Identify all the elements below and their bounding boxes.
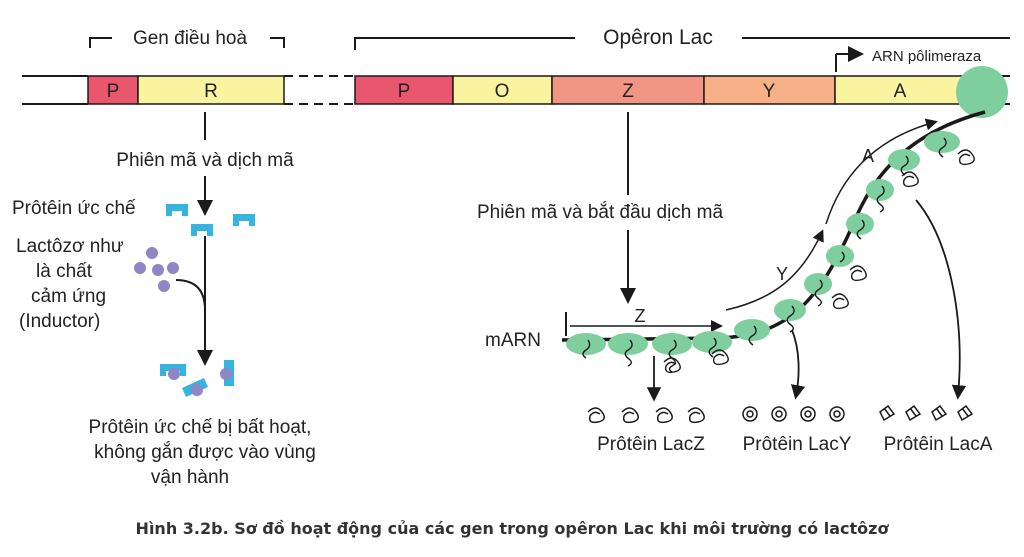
gene-z-segment [551, 75, 705, 105]
protein-lacy-label: Prôtêin LacY [743, 434, 852, 455]
protein-laca-group-icon [879, 404, 974, 422]
inactive-repressor-line1: Prôtêin ức chế bị bất hoạt, [89, 417, 312, 438]
regulator-gene-label: Gen điều hoà [133, 28, 248, 49]
transcription-translation-label: Phiên mã và dịch mã [116, 150, 294, 171]
operon-label: Opêron Lac [603, 26, 713, 49]
segment-label-p-reg: P [107, 81, 120, 102]
lactose-label-line2: là chất [36, 261, 93, 282]
protein-lacz-label: Prôtêin LacZ [597, 434, 705, 455]
regulator-pathway: Phiên mã và dịch mã Prôtêin ức chế Lactô… [12, 112, 316, 488]
rna-polymerase-label: ARN pôlimeraza [872, 48, 982, 65]
inactive-repressor-line3: vận hành [151, 467, 229, 488]
mrna-segment-y-label: Y [776, 264, 788, 284]
repressor-protein-icon [191, 224, 213, 236]
operator-segment [452, 75, 553, 105]
rna-polymerase-enzyme [956, 66, 1008, 118]
operon-pathway: Phiên mã và bắt đầu dịch mã [477, 112, 724, 304]
released-protein-clusters [663, 149, 975, 374]
mrna-strand: mARN Z Y A [485, 110, 986, 351]
gene-a-segment [834, 75, 966, 105]
lactose-label-line1: Lactôzơ như [16, 236, 124, 257]
repressor-protein-icon [166, 204, 188, 216]
ribosome [652, 333, 692, 355]
segment-label-p: P [398, 81, 411, 102]
segment-label-o: O [495, 81, 510, 102]
figure-caption: Hình 3.2b. Sơ đồ hoạt động của các gen t… [136, 519, 890, 538]
rna-polymerase: ARN pôlimeraza [835, 46, 1008, 118]
mrna-segment-a-label: A [862, 146, 874, 166]
ribosome [692, 331, 732, 353]
transcription-start-label: Phiên mã và bắt đầu dịch mã [477, 201, 724, 223]
inactive-repressor-line2: không gắn được vào vùng [94, 441, 316, 463]
ribosome [866, 179, 894, 201]
ribosome [804, 273, 832, 295]
regulator-bracket: Gen điều hoà [89, 28, 285, 49]
lactose-label-line3: cảm ứng [31, 286, 106, 307]
promoter-segment [354, 75, 454, 105]
protein-lacy-group-icon [742, 406, 845, 422]
ribosome [924, 131, 960, 153]
inactive-repressor-icon [160, 360, 234, 397]
protein-lacz-group-icon [587, 407, 705, 424]
segment-label-z: Z [622, 81, 634, 102]
ribosome [774, 299, 806, 321]
ribosome [566, 333, 606, 355]
repressor-protein-label: Prôtêin ức chế [12, 198, 136, 219]
ribosomes [566, 131, 960, 355]
segment-label-a: A [894, 81, 907, 102]
ribosome [734, 319, 770, 341]
segment-label-y: Y [763, 81, 776, 102]
regulator-gene-segment [137, 75, 285, 105]
gene-y-segment [703, 75, 836, 105]
ribosome [608, 333, 648, 355]
mrna-segment-z-label: Z [635, 306, 646, 326]
lactose-label-line4: (Inductor) [19, 311, 100, 332]
operon-bracket: Opêron Lac [354, 26, 1010, 50]
lactose-molecules-icon [134, 247, 179, 292]
nascent-peptides [582, 137, 947, 373]
segment-label-r: R [204, 81, 218, 102]
ribosome [826, 245, 854, 267]
ribosome [846, 213, 874, 235]
ribosome [888, 149, 920, 171]
mrna-label: mARN [485, 330, 541, 351]
protein-arrows [646, 199, 967, 402]
dna-strip: P R P O Z Y A [22, 75, 1010, 105]
repressor-protein-icon [233, 214, 255, 226]
protein-laca-label: Prôtêin LacA [884, 434, 993, 455]
